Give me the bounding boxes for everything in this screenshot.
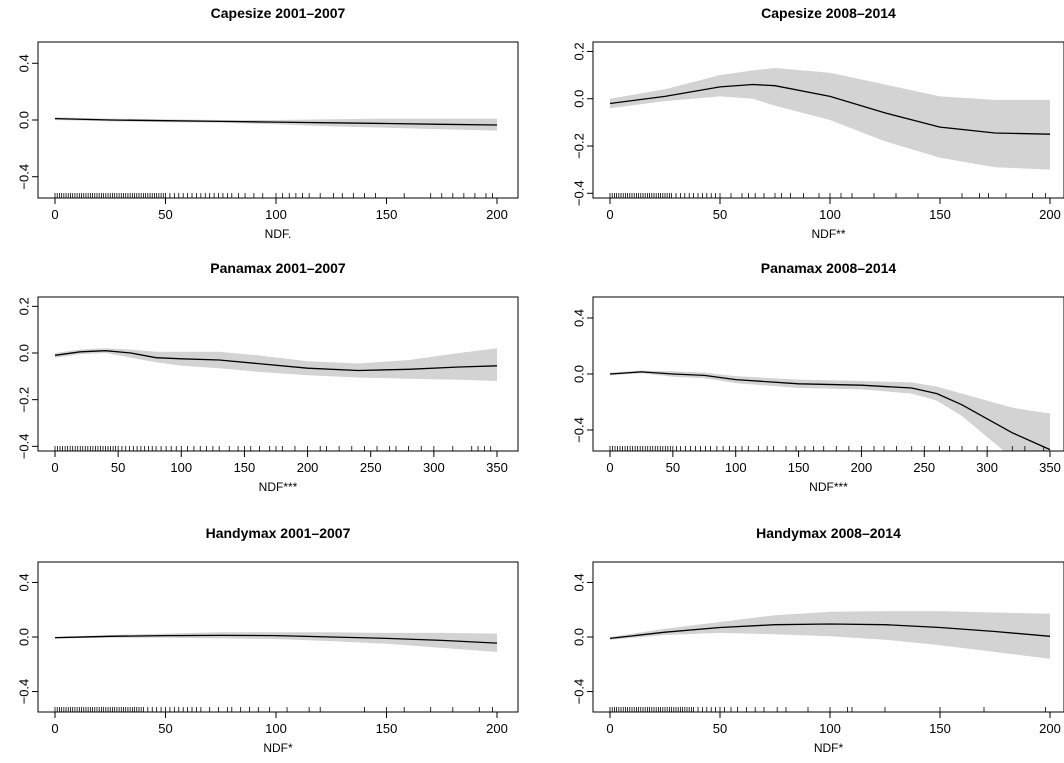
x-tick-label: 250 (913, 460, 935, 475)
panel-title: Handymax 2008–2014 (756, 525, 901, 541)
chart-panel-5: 0 50 100 150 200 −0.4 0.0 0.4 Handymax 2001–2007… (17, 525, 519, 755)
x-tick-label: 100 (819, 721, 841, 736)
x-tick-label: 0 (606, 721, 613, 736)
confidence-band (610, 611, 1050, 659)
y-tick-label: 0.2 (17, 297, 32, 315)
x-tick-label: 50 (158, 721, 172, 736)
x-tick-label: 150 (376, 721, 398, 736)
x-tick-label: 300 (976, 460, 998, 475)
confidence-band (610, 370, 1050, 451)
confidence-band (55, 632, 497, 652)
x-tick-label: 0 (51, 207, 58, 222)
y-tick-label: 0.4 (572, 309, 587, 327)
y-tick-label: −0.4 (572, 417, 587, 443)
x-tick-label: 150 (929, 721, 951, 736)
y-tick-label: 0.0 (572, 628, 587, 646)
x-tick-label: 300 (423, 460, 445, 475)
x-axis-label: NDF. (265, 227, 292, 241)
x-tick-label: 150 (234, 460, 256, 475)
y-tick-label: 0.0 (572, 90, 587, 108)
x-axis-label: NDF*** (809, 480, 848, 494)
x-tick-label: 150 (788, 460, 810, 475)
x-axis-label: NDF** (811, 227, 845, 241)
y-tick-label: −0.4 (17, 164, 32, 190)
x-tick-label: 0 (606, 460, 613, 475)
y-tick-label: −0.4 (572, 180, 587, 206)
y-tick-label: 0.0 (17, 111, 32, 129)
x-tick-label: 100 (170, 460, 192, 475)
x-tick-label: 50 (713, 207, 727, 222)
y-tick-label: −0.2 (17, 387, 32, 413)
y-tick-label: 0.4 (572, 573, 587, 591)
panel-title: Handymax 2001–2007 (206, 525, 351, 541)
x-tick-label: 250 (360, 460, 382, 475)
y-tick-label: 0.0 (17, 344, 32, 362)
x-tick-label: 50 (111, 460, 125, 475)
x-axis-label: NDF* (263, 741, 293, 755)
x-axis-label: NDF* (814, 741, 844, 755)
y-tick-label: −0.4 (17, 679, 32, 705)
x-tick-label: 350 (486, 460, 508, 475)
x-tick-label: 0 (51, 460, 58, 475)
x-tick-label: 50 (713, 721, 727, 736)
smooth-fit-line (54, 350, 498, 372)
y-tick-label: 0.4 (17, 54, 32, 72)
confidence-band (610, 68, 1050, 170)
x-tick-label: 100 (265, 207, 287, 222)
chart-panel-2: 0 50 100 150 200 −0.4 −0.2 0.0 0.2 Capesize 2008–… (572, 5, 1064, 241)
chart-panel-1: 0 50 100 150 200 −0.4 0.0 0.4 Capesize 2001–2007… (17, 5, 519, 241)
smooth-fit-line (54, 117, 498, 126)
chart-panel-3: 0 50 100 150 200 250 300 350 −0.4 −0.2 0.0 0.2 Panam… (17, 260, 519, 494)
chart-panel-4: 0 50 100 150 200 250 300 350 −0.4 0.0 0.4 Panamax 2… (572, 260, 1064, 494)
panel-title: Capesize 2008–2014 (761, 5, 896, 21)
y-tick-label: 0.2 (572, 42, 587, 60)
y-tick-label: −0.4 (17, 433, 32, 459)
x-tick-label: 50 (158, 207, 172, 222)
y-tick-label: 0.0 (572, 365, 587, 383)
x-tick-label: 200 (1039, 721, 1061, 736)
y-tick-label: 0.4 (17, 573, 32, 591)
panel-title: Panamax 2008–2014 (761, 260, 897, 276)
x-tick-label: 0 (606, 207, 613, 222)
y-tick-label: −0.2 (572, 133, 587, 159)
x-tick-label: 0 (51, 721, 58, 736)
x-tick-label: 200 (1039, 207, 1061, 222)
y-tick-label: 0.0 (17, 628, 32, 646)
smooth-fit-line (609, 83, 1051, 135)
x-tick-label: 200 (297, 460, 319, 475)
x-tick-label: 200 (486, 721, 508, 736)
chart-panel-6: 0 50 100 150 200 −0.4 0.0 0.4 Handymax 2008–2014… (572, 525, 1064, 755)
x-tick-label: 100 (265, 721, 287, 736)
smooth-fit-line (54, 634, 498, 644)
y-tick-label: −0.4 (572, 679, 587, 705)
panel-title: Capesize 2001–2007 (211, 5, 346, 21)
x-tick-label: 100 (819, 207, 841, 222)
x-axis-label: NDF*** (259, 480, 298, 494)
x-tick-label: 100 (725, 460, 747, 475)
x-tick-label: 150 (376, 207, 398, 222)
panel-title: Panamax 2001–2007 (210, 260, 346, 276)
x-tick-label: 150 (929, 207, 951, 222)
x-tick-label: 200 (851, 460, 873, 475)
smooth-fit-line (609, 371, 1051, 451)
x-tick-label: 200 (486, 207, 508, 222)
x-tick-label: 350 (1039, 460, 1061, 475)
smooth-fit-line (609, 623, 1051, 640)
x-tick-label: 50 (666, 460, 680, 475)
